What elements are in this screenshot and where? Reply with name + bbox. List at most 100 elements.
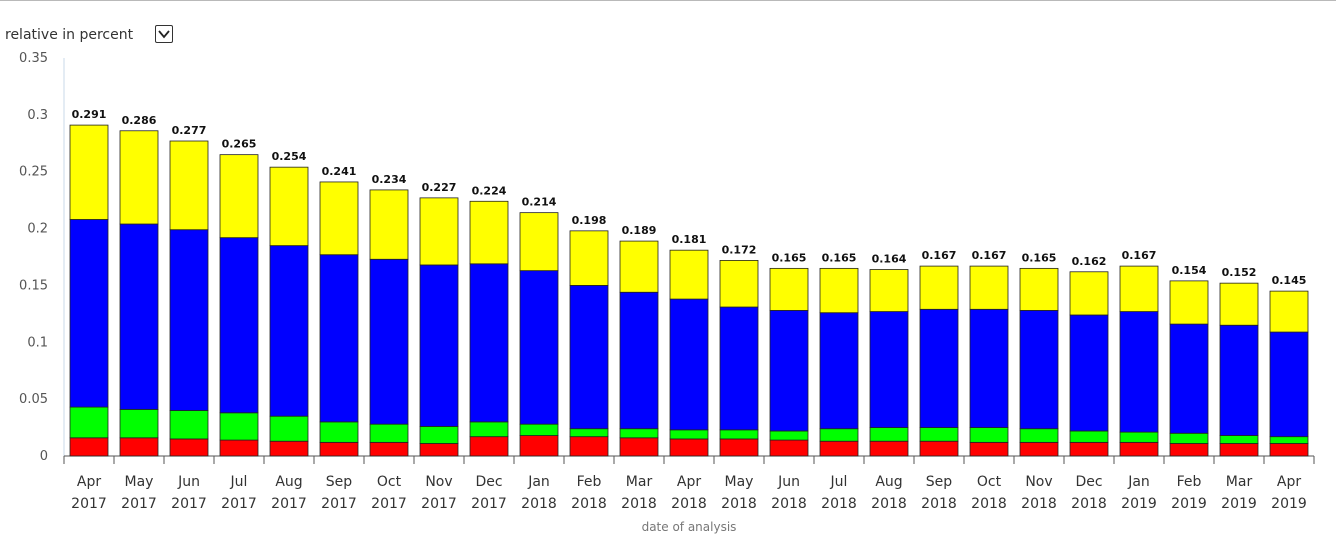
x-tick-label-month: Feb (1177, 474, 1202, 490)
x-tick-label-month: Dec (1075, 474, 1102, 490)
x-tick-label-month: Apr (1277, 474, 1301, 490)
bar-total-label: 0.234 (372, 173, 407, 186)
bar-segment-blue (519, 270, 559, 425)
bar-segment-green (219, 412, 259, 441)
y-tick-label: 0.25 (19, 165, 48, 180)
bar-segment-green (719, 429, 759, 440)
bar-segment-green (169, 410, 209, 440)
bar-segment-blue (869, 311, 909, 428)
bar-segment-green (519, 423, 559, 436)
bar-segment-green (1219, 435, 1259, 444)
bar-segment-blue (1019, 310, 1059, 430)
x-tick-label-month: Aug (875, 474, 902, 490)
bar-segment-red (219, 439, 259, 457)
bar-total-label: 0.172 (722, 243, 757, 256)
bar-segment-yellow (669, 249, 709, 300)
bar-segment-green (619, 428, 659, 439)
bar-total-label: 0.162 (1072, 255, 1107, 268)
bar-segment-yellow (69, 124, 109, 220)
bar-segment-yellow (519, 212, 559, 272)
bar-segment-yellow (1019, 267, 1059, 311)
bar-total-label: 0.265 (222, 138, 257, 151)
bar-total-label: 0.165 (1022, 251, 1057, 264)
bar-segment-blue (1269, 331, 1309, 438)
chart-bars (69, 124, 1309, 457)
bar-segment-yellow (969, 265, 1009, 310)
bar-segment-green (869, 427, 909, 442)
bar-total-label: 0.152 (1222, 266, 1257, 279)
bar-segment-yellow (1119, 265, 1159, 312)
x-tick-label-year: 2018 (821, 496, 857, 512)
bar-segment-yellow (569, 230, 609, 286)
bar-segment-yellow (469, 200, 509, 265)
x-tick-label-month: Dec (475, 474, 502, 490)
x-tick-label-month: Jul (230, 474, 248, 490)
bar-segment-green (569, 428, 609, 438)
x-tick-label-month: Sep (926, 474, 953, 490)
x-tick-label-year: 2019 (1271, 496, 1307, 512)
bar-total-label: 0.154 (1172, 264, 1207, 277)
bar-segment-yellow (869, 269, 909, 312)
bar-segment-blue (669, 298, 709, 431)
bar-segment-green (69, 406, 109, 439)
x-tick-label-year: 2017 (321, 496, 357, 512)
mode-label: relative in percent (5, 27, 134, 43)
bar-segment-yellow (1219, 282, 1259, 326)
bar-segment-blue (119, 223, 159, 410)
x-tick-label-year: 2018 (971, 496, 1007, 512)
x-tick-label-year: 2017 (71, 496, 107, 512)
bar-segment-blue (569, 285, 609, 430)
bar-segment-red (319, 441, 359, 457)
bar-segment-yellow (719, 260, 759, 308)
bar-total-label: 0.145 (1272, 274, 1307, 287)
x-tick-label-year: 2019 (1221, 496, 1257, 512)
x-tick-label-year: 2018 (521, 496, 557, 512)
x-tick-label-year: 2017 (421, 496, 457, 512)
bar-segment-red (269, 440, 309, 457)
bar-segment-blue (219, 237, 259, 414)
x-tick-label-year: 2017 (171, 496, 207, 512)
x-tick-label-month: Aug (275, 474, 302, 490)
bar-segment-red (1119, 441, 1159, 457)
bar-segment-blue (769, 310, 809, 432)
bar-segment-red (969, 441, 1009, 457)
bar-segment-yellow (1269, 290, 1309, 333)
bar-segment-red (369, 441, 409, 457)
chart-labels: 0.291 0.286 0.277 0.265 0.254 0.241 0.234 0.227… (72, 108, 1307, 287)
x-tick-label-year: 2018 (921, 496, 957, 512)
x-tick-label-year: 2018 (621, 496, 657, 512)
mode-dropdown-button[interactable] (155, 25, 173, 43)
bar-total-label: 0.198 (572, 214, 607, 227)
bar-total-label: 0.241 (322, 165, 357, 178)
bar-segment-red (869, 440, 909, 457)
y-tick-label: 0.2 (27, 222, 48, 237)
bar-segment-red (919, 440, 959, 457)
bar-segment-red (69, 437, 109, 457)
bar-segment-red (169, 438, 209, 457)
x-tick-label-year: 2017 (221, 496, 257, 512)
x-tick-label-year: 2018 (1021, 496, 1057, 512)
bar-segment-blue (319, 254, 359, 423)
bar-segment-blue (269, 245, 309, 417)
mode-selector[interactable]: relative in percent (5, 24, 173, 46)
bar-segment-red (1169, 443, 1209, 457)
bar-segment-red (569, 436, 609, 457)
x-tick-label-month: Jan (527, 474, 550, 490)
bar-segment-green (769, 430, 809, 441)
x-tick-label-month: Oct (377, 474, 402, 490)
x-tick-label-month: Sep (326, 474, 353, 490)
x-tick-label-year: 2017 (271, 496, 307, 512)
bar-segment-green (1119, 431, 1159, 443)
bar-total-label: 0.181 (672, 233, 707, 246)
bar-segment-green (669, 429, 709, 440)
bar-segment-blue (169, 229, 209, 411)
x-tick-label-month: Oct (977, 474, 1002, 490)
bar-segment-blue (819, 312, 859, 430)
bar-segment-red (819, 440, 859, 457)
x-tick-label-year: 2018 (721, 496, 757, 512)
bar-total-label: 0.254 (272, 150, 307, 163)
x-tick-label-month: Nov (425, 474, 452, 490)
bar-segment-red (119, 437, 159, 457)
x-tick-label-month: Mar (1226, 474, 1253, 490)
